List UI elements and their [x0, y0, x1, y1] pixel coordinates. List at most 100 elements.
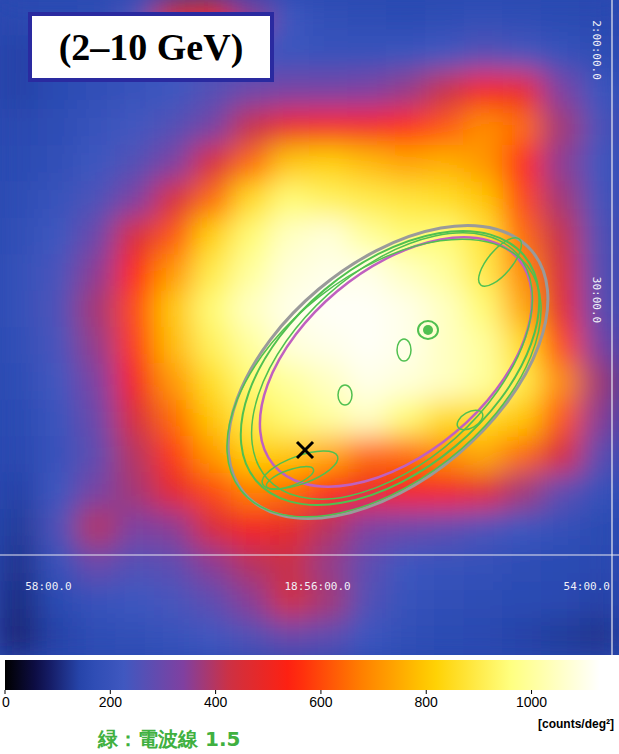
cell	[464, 363, 504, 400]
cell	[0, 363, 39, 400]
cell	[154, 145, 194, 182]
cell	[348, 545, 388, 582]
cell	[270, 181, 310, 218]
cell	[232, 473, 272, 510]
x-tick-label: 58:00.0	[25, 580, 71, 593]
contour	[258, 443, 343, 497]
colorbar	[5, 660, 600, 690]
annotation: 緑：電波線 1.5	[97, 727, 240, 751]
map-background	[0, 0, 619, 655]
cell	[232, 545, 272, 582]
cell	[77, 618, 117, 655]
cell	[154, 509, 194, 546]
cell	[154, 254, 194, 291]
cell	[580, 509, 619, 546]
cell	[154, 400, 194, 437]
cell	[270, 72, 310, 109]
cell	[38, 436, 78, 473]
coord-line	[611, 0, 612, 655]
cell	[0, 291, 39, 328]
cell	[38, 145, 78, 182]
cell	[464, 545, 504, 582]
contour	[397, 339, 411, 361]
cell	[38, 400, 78, 437]
cell	[425, 109, 465, 146]
cell	[154, 473, 194, 510]
cell	[348, 145, 388, 182]
cell	[270, 363, 310, 400]
cell	[38, 363, 78, 400]
cell	[309, 291, 349, 328]
cell	[154, 109, 194, 146]
cell	[270, 145, 310, 182]
cell	[464, 181, 504, 218]
cell	[541, 0, 581, 37]
cell	[154, 545, 194, 582]
cell	[232, 618, 272, 655]
cell	[580, 473, 619, 510]
map	[0, 0, 619, 655]
cell	[580, 109, 619, 146]
cell	[348, 327, 388, 364]
cell	[541, 218, 581, 255]
cell	[502, 582, 542, 619]
cell	[77, 254, 117, 291]
cell	[386, 72, 426, 109]
cell	[116, 509, 156, 546]
cell	[232, 218, 272, 255]
colorbar-tick-label: 400	[204, 694, 228, 710]
cell	[541, 436, 581, 473]
cell	[541, 327, 581, 364]
cell	[77, 545, 117, 582]
contour	[418, 321, 438, 339]
cell	[116, 181, 156, 218]
cell	[77, 582, 117, 619]
cell	[386, 109, 426, 146]
cell	[502, 618, 542, 655]
cell	[425, 363, 465, 400]
cell	[425, 145, 465, 182]
cell	[309, 145, 349, 182]
cell	[38, 509, 78, 546]
cell	[232, 291, 272, 328]
contour	[190, 177, 589, 558]
source-marker	[297, 442, 313, 458]
cell	[464, 109, 504, 146]
cell	[193, 473, 233, 510]
cell	[348, 400, 388, 437]
x-tick-label: 54:00.0	[564, 580, 610, 593]
cell	[580, 618, 619, 655]
cell	[77, 218, 117, 255]
cell	[38, 254, 78, 291]
cell	[309, 545, 349, 582]
cell	[464, 0, 504, 37]
cell	[116, 545, 156, 582]
cell	[386, 436, 426, 473]
cell	[348, 582, 388, 619]
cell	[386, 545, 426, 582]
cell	[348, 109, 388, 146]
cell	[580, 218, 619, 255]
contour	[454, 406, 486, 434]
cell	[38, 109, 78, 146]
cell	[270, 400, 310, 437]
cell	[425, 36, 465, 73]
cell	[386, 291, 426, 328]
cell	[386, 181, 426, 218]
cell	[0, 327, 39, 364]
cell	[502, 0, 542, 37]
cell	[154, 436, 194, 473]
cell	[386, 254, 426, 291]
cell	[0, 618, 39, 655]
cell	[77, 363, 117, 400]
cell	[116, 618, 156, 655]
cell	[541, 363, 581, 400]
cell	[270, 109, 310, 146]
cell	[348, 618, 388, 655]
cell	[193, 509, 233, 546]
cell	[502, 181, 542, 218]
cell	[0, 400, 39, 437]
cell	[154, 582, 194, 619]
cell	[386, 618, 426, 655]
cell	[541, 545, 581, 582]
